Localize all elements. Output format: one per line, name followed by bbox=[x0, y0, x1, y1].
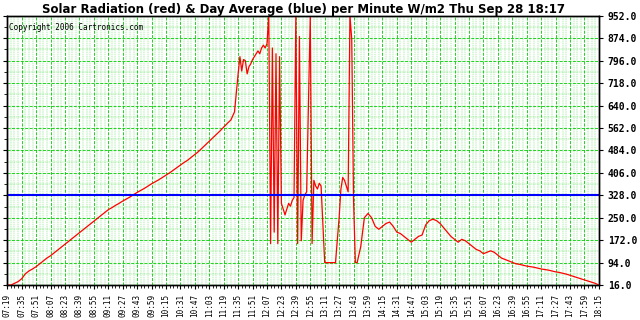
Title: Solar Radiation (red) & Day Average (blue) per Minute W/m2 Thu Sep 28 18:17: Solar Radiation (red) & Day Average (blu… bbox=[42, 3, 564, 16]
Text: Copyright 2006 Cartronics.com: Copyright 2006 Cartronics.com bbox=[9, 22, 143, 31]
